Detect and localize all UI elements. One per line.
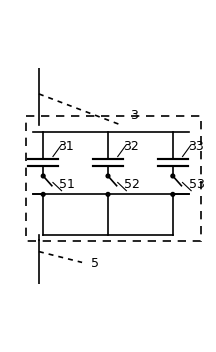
Text: 52: 52: [124, 178, 140, 191]
Text: 5: 5: [91, 257, 99, 270]
Text: 33: 33: [188, 140, 203, 153]
Text: 3: 3: [130, 109, 138, 122]
Text: 51: 51: [59, 178, 75, 191]
Text: 32: 32: [123, 140, 138, 153]
Text: 31: 31: [58, 140, 74, 153]
Text: 53: 53: [189, 178, 205, 191]
